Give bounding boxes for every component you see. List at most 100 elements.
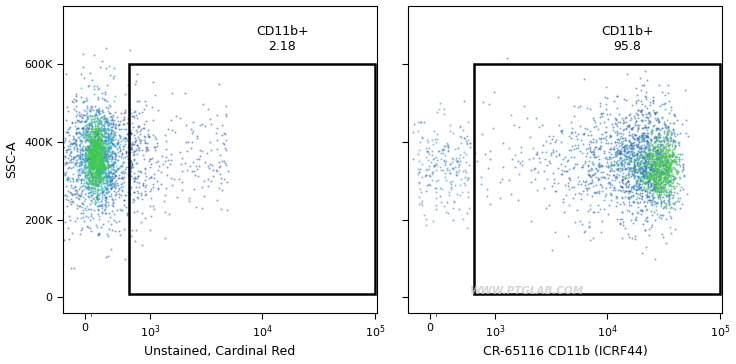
Point [76,167,88,173]
Point [66,191,77,197]
Point [123,143,135,149]
Point [639,189,651,194]
Point [180,122,192,128]
Point [89,179,101,185]
Point [611,171,623,177]
Point [89,164,101,170]
Point [60,147,72,153]
Point [223,168,235,174]
Point [632,185,644,191]
Point [606,133,618,139]
Point [95,147,107,153]
Point [660,201,672,207]
Point [656,158,668,163]
Point [590,174,602,179]
Point [93,171,105,177]
Point [413,119,425,125]
Point [89,162,101,168]
Point [567,165,579,171]
Point [642,193,654,199]
Point [59,173,71,178]
Point [644,177,656,183]
Text: WWW.PTGLAB.COM: WWW.PTGLAB.COM [470,286,584,296]
Point [101,82,113,87]
Point [88,195,99,201]
Point [620,188,632,194]
Point [655,152,667,158]
Point [663,194,675,199]
Point [653,158,665,163]
Point [625,169,637,174]
Point [96,165,107,170]
Point [587,151,599,157]
Point [624,139,636,145]
Point [96,167,108,173]
Point [74,136,85,142]
Point [618,161,630,167]
Point [104,120,116,126]
Point [660,154,672,159]
Point [36,150,48,156]
Point [644,111,656,117]
Point [83,175,95,181]
Point [104,181,116,187]
Point [90,155,102,161]
Point [96,154,107,160]
Point [645,166,657,172]
Point [138,121,150,127]
Point [86,128,98,134]
Point [88,163,99,169]
Point [102,162,114,168]
Point [632,173,644,179]
Point [92,136,104,142]
Point [105,170,116,175]
Point [631,178,643,184]
Point [354,161,366,166]
Point [631,137,643,143]
Point [648,134,659,140]
Point [671,154,683,159]
Point [211,169,223,174]
Point [82,129,93,135]
Point [659,122,670,127]
Point [89,175,101,181]
Point [652,151,664,157]
Point [213,159,225,165]
Point [665,152,676,158]
Point [631,179,643,185]
Point [86,131,98,137]
Point [71,112,83,118]
Point [651,149,662,154]
Point [666,154,678,159]
Point [85,151,96,157]
Point [214,157,226,163]
Point [105,103,116,109]
Point [90,178,102,184]
Point [619,153,631,159]
Point [93,159,105,165]
Point [668,137,680,143]
Point [85,169,96,174]
Point [86,149,98,154]
Point [77,152,89,158]
Point [649,160,661,166]
Point [666,158,678,164]
Point [637,142,648,147]
Point [82,159,94,165]
Point [93,211,105,217]
Point [615,183,627,189]
Point [661,131,673,136]
Point [118,170,130,176]
Point [651,175,662,181]
Point [622,164,634,170]
Point [644,176,656,182]
Point [104,176,116,182]
Point [79,139,91,145]
Point [111,146,123,152]
Point [649,183,661,189]
Point [99,141,111,147]
Point [634,169,645,175]
Point [651,157,663,163]
Point [649,163,661,169]
Point [92,192,104,198]
